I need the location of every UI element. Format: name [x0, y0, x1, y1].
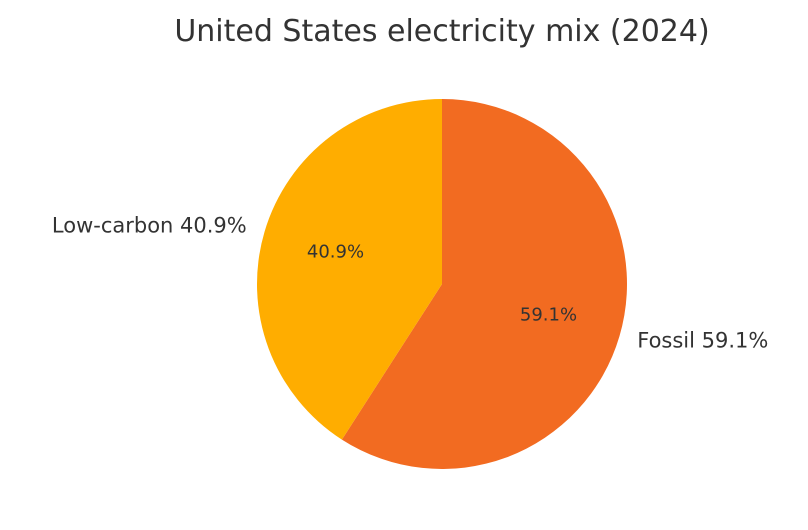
chart-title: United States electricity mix (2024): [174, 14, 709, 49]
slice-outer-label: Fossil 59.1%: [637, 328, 768, 352]
slice-percent-label: 59.1%: [520, 304, 577, 325]
slice-percent-label: 40.9%: [307, 242, 364, 263]
slice-outer-label: Low-carbon 40.9%: [52, 214, 247, 238]
pie-slice-low-carbon: [256, 99, 442, 440]
pie-slice-fossil: [341, 99, 627, 469]
pie-labels: 59.1% Fossil 59.1% 40.9% Low-carbon 40.9%: [52, 214, 768, 353]
pie-slices: [256, 99, 627, 469]
